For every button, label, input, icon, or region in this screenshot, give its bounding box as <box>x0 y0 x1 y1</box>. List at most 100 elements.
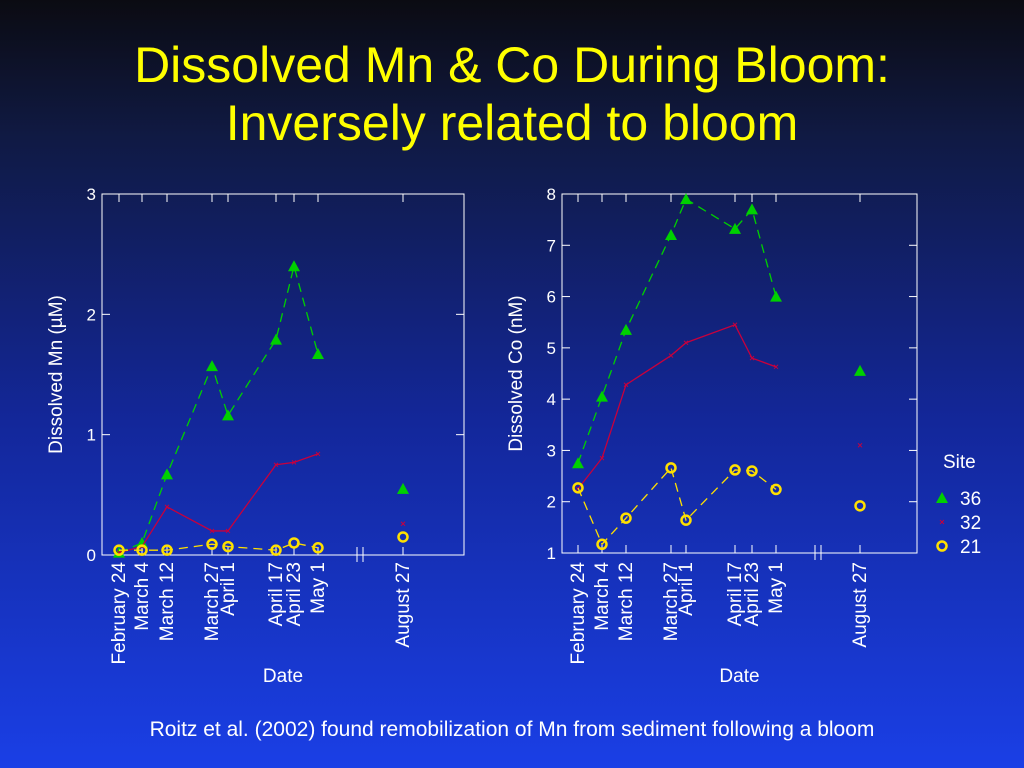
x-category-label: April 1 <box>676 562 697 616</box>
data-point-site-32 <box>164 504 170 510</box>
data-point-site-36 <box>596 390 608 402</box>
slide-title: Dissolved Mn & Co During Bloom: Inversel… <box>0 36 1024 152</box>
x-marker-stroke <box>291 459 297 465</box>
data-point-site-36 <box>854 364 866 376</box>
x-marker-stroke <box>939 519 945 525</box>
plot-frame <box>561 193 918 554</box>
y-tick-label: 3 <box>87 185 96 204</box>
x-category-label: April 1 <box>218 562 239 616</box>
data-point-site-21 <box>136 544 148 556</box>
y-tick-label: 0 <box>87 546 96 565</box>
legend-label-site-36: 36 <box>960 489 981 510</box>
y-tick-label: 5 <box>547 339 556 358</box>
data-point-site-36 <box>729 222 741 234</box>
data-point-site-21 <box>312 542 324 554</box>
x-marker-stroke <box>225 528 231 534</box>
data-point-site-36 <box>620 323 632 335</box>
data-point-site-21 <box>596 538 608 551</box>
x-marker-stroke <box>773 364 779 370</box>
data-point-site-21 <box>680 514 692 526</box>
data-point-site-21 <box>288 537 300 549</box>
legend-marker-site-21 <box>936 540 948 552</box>
data-point-site-36 <box>312 348 324 360</box>
x-marker-stroke <box>315 451 321 457</box>
data-point-site-32 <box>668 353 674 358</box>
x-category-label: April 17 <box>266 562 287 626</box>
data-point-site-21 <box>620 512 632 524</box>
co-chart: 1 2 3 4 5 6 7 8 February 24 March 4 March 12 March … <box>506 185 918 687</box>
data-point-site-36 <box>136 536 148 548</box>
data-point-site-21 <box>665 462 677 474</box>
y-tick-label: 2 <box>547 493 556 512</box>
x-category-label: May 1 <box>308 562 329 614</box>
data-point-site-21 <box>854 500 866 512</box>
plot-frame <box>101 193 465 556</box>
data-point-site-21 <box>729 464 741 476</box>
data-point-site-36 <box>206 360 218 372</box>
legend-marker-site-36 <box>936 492 948 503</box>
x-category-label: March 4 <box>132 562 153 631</box>
legend-label-site-21: 21 <box>960 537 981 558</box>
x-category-label: May 1 <box>766 562 787 614</box>
series-line-site-36 <box>577 198 777 464</box>
data-point-site-32 <box>749 355 755 361</box>
y-tick-label: 2 <box>87 305 96 324</box>
x-marker-stroke <box>623 382 629 388</box>
x-category-label: April 23 <box>284 562 305 626</box>
data-point-site-36 <box>572 457 584 469</box>
data-point-site-32 <box>623 382 629 388</box>
x-category-label: March 4 <box>592 562 613 631</box>
data-point-site-21 <box>746 465 758 477</box>
x-category-label: February 24 <box>109 562 130 665</box>
data-point-site-32 <box>599 455 605 461</box>
data-point-site-36 <box>770 290 782 302</box>
x-marker-stroke <box>749 355 755 361</box>
data-point-site-32 <box>773 364 779 370</box>
series-line-site-32 <box>118 453 319 554</box>
data-point-site-36 <box>680 193 692 205</box>
x-marker-stroke <box>683 340 689 346</box>
x-category-label: March 12 <box>616 562 637 641</box>
x-category-label: February 24 <box>568 562 589 665</box>
data-point-site-32 <box>315 451 321 457</box>
series-line-site-21 <box>577 466 777 546</box>
x-marker-stroke <box>400 521 406 527</box>
x-marker-stroke <box>599 455 605 461</box>
data-point-site-36 <box>665 229 677 241</box>
x-category-label: March 12 <box>157 562 178 641</box>
data-point-site-32 <box>732 322 738 328</box>
x-category-label: April 17 <box>725 562 746 626</box>
data-point-site-36 <box>161 468 173 480</box>
data-point-site-21 <box>397 531 409 543</box>
x-axis-label: Date <box>263 666 303 687</box>
data-point-site-21 <box>572 482 584 494</box>
data-point-site-36 <box>397 482 409 494</box>
x-marker-stroke <box>732 322 738 328</box>
data-point-site-32 <box>225 528 231 534</box>
series-line-site-36 <box>118 263 319 554</box>
y-tick-label: 1 <box>87 426 96 445</box>
slide-title-line1: Dissolved Mn & Co During Bloom: <box>134 37 890 93</box>
x-marker-stroke <box>164 504 170 510</box>
data-point-site-36 <box>222 409 234 421</box>
y-tick-label: 1 <box>547 544 556 563</box>
legend-label-site-32: 32 <box>960 513 981 534</box>
y-axis-label: Dissolved Mn (µM) <box>46 295 67 454</box>
data-point-site-32 <box>400 521 406 527</box>
legend-marker-site-32 <box>939 519 945 525</box>
data-point-site-32 <box>683 340 689 346</box>
x-marker-stroke <box>668 353 674 358</box>
y-axis-label: Dissolved Co (nM) <box>506 295 527 451</box>
data-point-site-36 <box>270 333 282 345</box>
data-point-site-21 <box>113 544 125 556</box>
x-category-label: March 27 <box>202 562 223 641</box>
x-category-label: March 27 <box>661 562 682 641</box>
data-point-site-21 <box>770 483 782 496</box>
x-axis-label: Date <box>719 666 759 687</box>
x-marker-stroke <box>209 528 215 534</box>
y-tick-label: 7 <box>547 236 556 255</box>
x-category-label: August 27 <box>850 562 871 648</box>
y-tick-label: 3 <box>547 441 556 460</box>
